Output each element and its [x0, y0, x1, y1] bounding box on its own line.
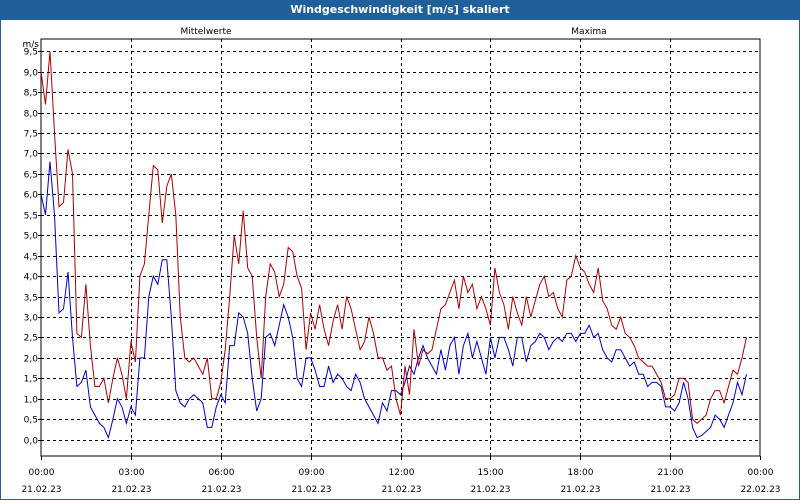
x-tick-label-time: 06:00 — [209, 468, 235, 478]
x-tick-label-time: 15:00 — [478, 468, 504, 478]
x-tick-label-time: 12:00 — [389, 468, 415, 478]
series-line-mittelwerte — [40, 161, 747, 440]
x-tick-label-date: 22.02.23 — [740, 485, 780, 495]
x-tick-label-date: 21.02.23 — [291, 485, 331, 495]
x-tick-label-date: 21.02.23 — [470, 485, 510, 495]
y-tick-label: 7,5 — [24, 130, 38, 140]
x-tick-label-date: 21.02.23 — [381, 485, 421, 495]
x-tick-label-time: 18:00 — [568, 468, 594, 478]
series-line-maxima — [40, 51, 747, 424]
x-tick-label-time: 21:00 — [658, 468, 684, 478]
y-tick-label: 4,5 — [24, 253, 38, 263]
x-tick-label-time: 00:00 — [29, 468, 55, 478]
chart-title: Windgeschwindigkeit [m/s] skaliert — [0, 0, 800, 20]
x-tick-label-date: 21.02.23 — [560, 485, 600, 495]
y-tick-label: 3,0 — [24, 314, 39, 324]
y-axis-unit: m/s — [23, 40, 40, 50]
y-tick-label: 0,0 — [24, 437, 39, 447]
y-tick-label: 7,0 — [24, 150, 39, 160]
y-tick-label: 3,5 — [24, 294, 38, 304]
y-tick-label: 2,0 — [24, 355, 39, 365]
y-tick-label: 5,0 — [24, 232, 39, 242]
y-tick-label: 9,5 — [24, 48, 38, 58]
plot-area — [40, 38, 761, 457]
y-tick-label: 8,0 — [24, 110, 39, 120]
y-tick-label: 4,0 — [24, 273, 39, 283]
x-tick-label-time: 09:00 — [299, 468, 325, 478]
x-tick-label-time: 03:00 — [119, 468, 145, 478]
y-tick-label: 9,0 — [24, 69, 39, 79]
y-tick-label: 6,0 — [24, 191, 39, 201]
y-tick-label: 8,5 — [24, 89, 38, 99]
x-tick-label-date: 21.02.23 — [111, 485, 151, 495]
y-tick-label: 1,0 — [24, 396, 39, 406]
x-tick-label-date: 21.02.23 — [201, 485, 241, 495]
y-tick-label: 1,5 — [24, 375, 38, 385]
y-tick-label: 0,5 — [24, 416, 38, 426]
y-tick-label: 2,5 — [24, 334, 38, 344]
wind-speed-chart: 0,0 0,5 1,0 1,5 2,0 2,5 3,0 3,5 4,0 4,5 5,0 5,5 6,0 6… — [21, 27, 780, 495]
legend-mittelwerte: Mittelwerte — [180, 27, 231, 37]
x-tick-label-time: 00:00 — [748, 468, 774, 478]
chart-frame: 0,0 0,5 1,0 1,5 2,0 2,5 3,0 3,5 4,0 4,5 5,0 5,5 6,0 6… — [0, 20, 800, 500]
x-tick-label-date: 21.02.23 — [21, 485, 61, 495]
y-tick-label: 5,5 — [24, 212, 38, 222]
y-tick-label: 6,5 — [24, 171, 38, 181]
legend-maxima: Maxima — [571, 27, 606, 37]
x-tick-label-date: 21.02.23 — [650, 485, 690, 495]
